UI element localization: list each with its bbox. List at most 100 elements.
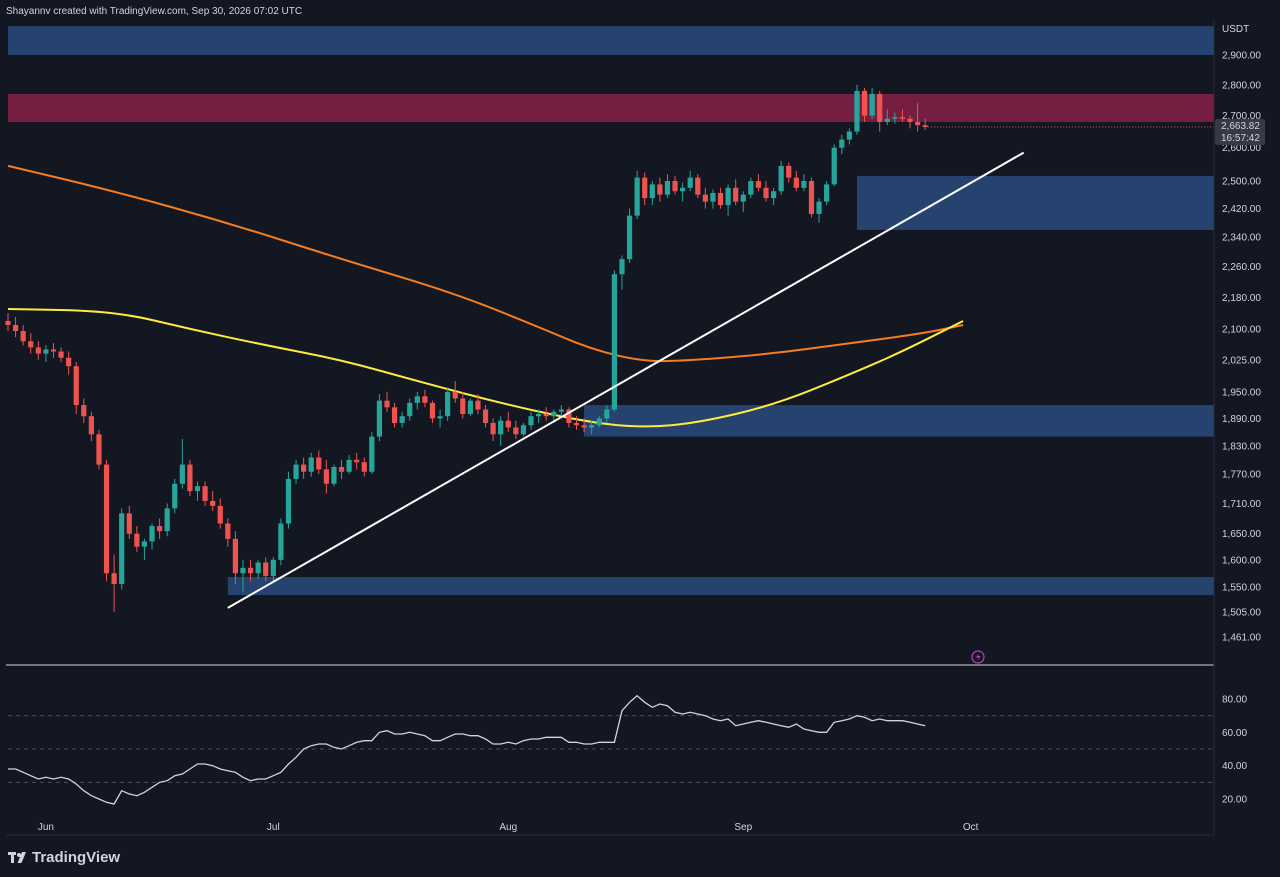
candle <box>475 394 481 414</box>
demand-zone-low[interactable] <box>227 576 1214 596</box>
candle-body <box>12 324 19 332</box>
candle <box>134 526 140 552</box>
candle <box>338 459 345 479</box>
candle-body <box>369 436 375 472</box>
candle-body <box>20 331 26 342</box>
candle <box>20 324 26 346</box>
resistance-zone[interactable] <box>8 93 1214 122</box>
candle-body <box>642 177 648 199</box>
candle <box>657 177 663 202</box>
candle-body <box>141 541 148 547</box>
candle-body <box>376 400 383 437</box>
candle-body <box>391 407 398 423</box>
price-axis[interactable]: USDT 2,900.00 2,800.00 2,700.00 2,600.00 2,5… <box>1213 20 1265 835</box>
candle-body <box>801 180 807 188</box>
candle <box>687 170 693 192</box>
candle <box>915 103 921 132</box>
candle <box>35 341 41 360</box>
candle-body <box>119 513 125 585</box>
current-price-label: 2,663.82 16:57:42 <box>1215 119 1265 146</box>
price-axis-currency: USDT <box>1222 24 1249 35</box>
candle <box>301 457 307 479</box>
price-tick: 1,550.00 <box>1222 582 1261 593</box>
candle-body <box>733 187 739 202</box>
candle-body <box>50 349 57 352</box>
candle <box>899 109 906 122</box>
candle-body <box>164 508 170 532</box>
tradingview-logo[interactable]: TradingView <box>8 849 120 866</box>
candle-body <box>536 413 542 417</box>
candle-body <box>172 483 178 509</box>
candle-body <box>111 573 117 585</box>
candle <box>869 87 875 119</box>
candle <box>422 389 428 408</box>
candle <box>816 198 822 223</box>
price-tick: 2,800.00 <box>1222 80 1261 91</box>
candle <box>801 174 807 192</box>
demand-zone-upper[interactable] <box>856 175 1214 230</box>
candle <box>619 255 625 290</box>
price-tick: 1,505.00 <box>1222 607 1261 618</box>
chart-credit: Shayannv created with TradingView.com, S… <box>6 6 302 17</box>
candle <box>369 432 375 475</box>
demand-zone-mid[interactable] <box>584 405 1214 437</box>
price-tick: 1,830.00 <box>1222 441 1261 452</box>
lightning-icon[interactable] <box>971 650 985 664</box>
candle-body <box>513 427 519 435</box>
candle-body <box>861 90 868 116</box>
candle <box>808 177 815 218</box>
candle <box>581 418 587 433</box>
candle-body <box>846 131 852 140</box>
candle <box>748 177 754 199</box>
candle <box>740 191 746 213</box>
price-tick: 2,420.00 <box>1222 204 1261 215</box>
candle-body <box>657 184 663 195</box>
price-tick: 1,950.00 <box>1222 387 1261 398</box>
candle <box>88 411 94 442</box>
candle-body <box>748 180 754 195</box>
candle-body <box>194 486 201 492</box>
candle <box>505 411 511 433</box>
candle-body <box>210 500 216 506</box>
candle-body <box>247 567 254 574</box>
trendline[interactable] <box>227 151 1025 609</box>
candle <box>695 174 701 199</box>
candle-body <box>892 117 898 119</box>
candle <box>225 518 231 547</box>
supply-zone-top[interactable] <box>8 26 1214 55</box>
time-axis[interactable]: Jun Jul Aug Sep Oct <box>38 822 979 833</box>
candle <box>566 407 572 428</box>
candle <box>354 452 360 470</box>
candle <box>596 416 602 428</box>
candle <box>232 531 238 585</box>
price-tick: 2,260.00 <box>1222 262 1261 273</box>
moving-average-ma200 <box>7 164 964 363</box>
candle-body <box>96 434 102 465</box>
candle <box>604 405 610 423</box>
candle-body <box>157 526 163 532</box>
candle-body <box>316 457 322 470</box>
candle-body <box>445 391 451 417</box>
candle-body <box>596 418 602 426</box>
candle-body <box>755 180 762 188</box>
candle-body <box>634 177 640 216</box>
candle-body <box>816 201 822 214</box>
candle <box>793 170 799 192</box>
candle <box>391 402 398 428</box>
candle <box>467 398 473 417</box>
rsi-pane[interactable] <box>8 694 1214 805</box>
candle <box>520 422 527 437</box>
price-pane[interactable] <box>5 26 1214 612</box>
price-tick: 1,461.00 <box>1222 633 1261 644</box>
candle <box>498 416 504 446</box>
candle <box>73 361 79 414</box>
candle-body <box>710 192 716 202</box>
candle <box>710 189 716 209</box>
candle-body <box>35 347 41 354</box>
time-tick: Oct <box>963 822 979 833</box>
candle <box>429 400 436 423</box>
rsi-tick: 40.00 <box>1222 761 1247 772</box>
candle-body <box>429 402 436 419</box>
candle-body <box>808 180 815 214</box>
